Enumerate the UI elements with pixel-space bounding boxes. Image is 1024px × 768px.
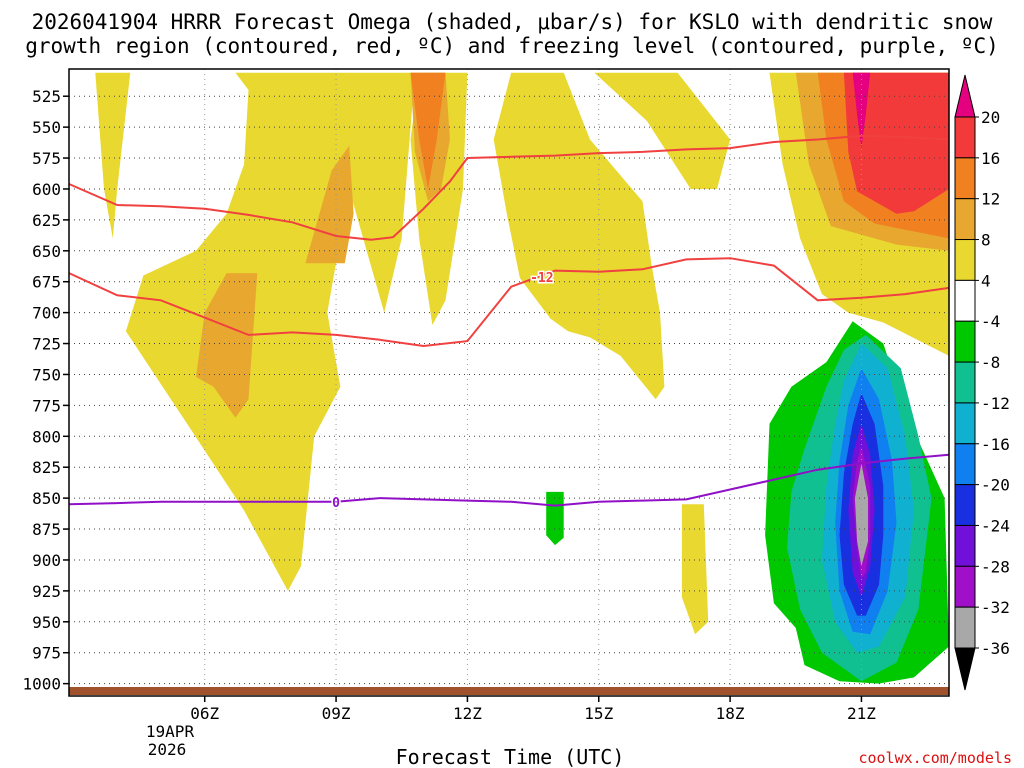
chart-title-line-1: 2026041904 HRRR Forecast Omega (shaded, …	[32, 10, 993, 34]
dgz-contour-label: -12	[530, 271, 553, 286]
colorbar-box-3	[954, 198, 976, 241]
colorbar-label-5: -4	[981, 312, 1000, 331]
ytick-label-550: 550	[32, 118, 61, 137]
colorbar-bottom-triangle	[954, 647, 976, 691]
omega-region-8-7	[305, 145, 354, 264]
xtick-label-06Z: 06Z	[190, 704, 219, 723]
ytick-label-700: 700	[32, 304, 61, 323]
colorbar-box-9	[954, 443, 976, 486]
colorbar-label-1: 16	[981, 149, 1000, 168]
colorbar-label-4: 4	[981, 271, 991, 290]
ytick-label-625: 625	[32, 211, 61, 230]
contour-freezing_level_0C	[68, 453, 950, 507]
contour-dgz_upper_-12C	[68, 134, 950, 241]
colorbar-top-triangle	[954, 74, 976, 118]
colorbar-label-2: 12	[981, 190, 1000, 209]
xtick-label-18Z: 18Z	[716, 704, 745, 723]
colorbar-box-4	[954, 239, 976, 281]
colorbar-label-3: 8	[981, 231, 991, 250]
ytick-label-875: 875	[32, 520, 61, 539]
xtick-label-09Z: 09Z	[322, 704, 351, 723]
ytick-label-600: 600	[32, 180, 61, 199]
ytick-label-525: 525	[32, 87, 61, 106]
pressure-axis: 525 550 575 600 625 650 675 700 725 750 775 800 825 8…	[22, 87, 69, 694]
colorbar-box-5	[954, 279, 976, 322]
colorbar-label-10: -24	[981, 516, 1010, 535]
x-axis-title: Forecast Time (UTC)	[396, 745, 625, 768]
date-label-year: 2026	[148, 740, 187, 759]
ytick-label-900: 900	[32, 551, 61, 570]
colorbar-label-7: -12	[981, 394, 1010, 413]
colorbar-legend: 20 16 12 8 4 -4 -8 -12 -16 -20 -24 -28 -32 -36	[954, 74, 1010, 691]
gridlines	[69, 69, 949, 696]
ytick-label-750: 750	[32, 365, 61, 384]
colorbar-label-6: -8	[981, 353, 1000, 372]
omega-region-8-8	[196, 273, 258, 418]
ytick-label-650: 650	[32, 242, 61, 261]
colorbar-label-12: -32	[981, 598, 1010, 617]
chart-title-line-2: growth region (contoured, red, ºC) and f…	[25, 34, 999, 58]
omega-region-4-6	[681, 504, 709, 635]
colorbar-label-0: 20	[981, 108, 1000, 127]
contour-dgz_lower_-12C	[68, 257, 950, 348]
ground-terrain	[69, 687, 949, 695]
xtick-label-12Z: 12Z	[453, 704, 482, 723]
colorbar-label-13: -36	[981, 639, 1010, 658]
colorbar-label-9: -20	[981, 476, 1010, 495]
omega-region-20-14	[852, 72, 871, 149]
time-axis: 06Z 09Z 12Z 15Z 18Z 21Z	[190, 696, 876, 723]
omega-region-4-0	[95, 72, 131, 239]
colorbar-box-7	[954, 361, 976, 404]
colorbar-box-10	[954, 484, 976, 526]
ytick-label-725: 725	[32, 335, 61, 354]
contour-lines: -12 0	[68, 134, 950, 512]
ytick-label-975: 975	[32, 644, 61, 663]
colorbar-box-13	[954, 606, 976, 649]
plot-frame	[68, 68, 950, 697]
ytick-label-1000: 1000	[22, 675, 61, 694]
omega-region--4-15	[546, 491, 564, 546]
ytick-label-850: 850	[32, 489, 61, 508]
colorbar-label-11: -28	[981, 557, 1010, 576]
omega-shading	[95, 72, 949, 684]
ytick-label-675: 675	[32, 273, 61, 292]
colorbar-box-12	[954, 565, 976, 608]
colorbar-box-2	[954, 157, 976, 200]
plot-area: -12 0	[68, 68, 950, 697]
ytick-label-800: 800	[32, 427, 61, 446]
colorbar-box-6	[954, 320, 976, 363]
colorbar-box-8	[954, 402, 976, 445]
freezing-contour-label: 0	[332, 496, 340, 511]
ytick-label-775: 775	[32, 396, 61, 415]
ytick-label-925: 925	[32, 582, 61, 601]
date-label-day: 19APR	[146, 722, 195, 741]
ytick-label-825: 825	[32, 458, 61, 477]
colorbar-label-8: -16	[981, 435, 1010, 454]
xtick-label-15Z: 15Z	[584, 704, 613, 723]
ytick-label-950: 950	[32, 613, 61, 632]
omega-region-16-13	[843, 72, 949, 214]
omega-region-12-11	[410, 72, 446, 189]
omega-region-4-3	[493, 72, 665, 400]
xtick-label-21Z: 21Z	[847, 704, 876, 723]
colorbar-box-11	[954, 524, 976, 567]
colorbar-box-1	[954, 116, 976, 159]
ytick-label-575: 575	[32, 149, 61, 168]
omega-region-4-4	[594, 72, 731, 189]
site-credit: coolwx.com/models	[858, 749, 1012, 767]
